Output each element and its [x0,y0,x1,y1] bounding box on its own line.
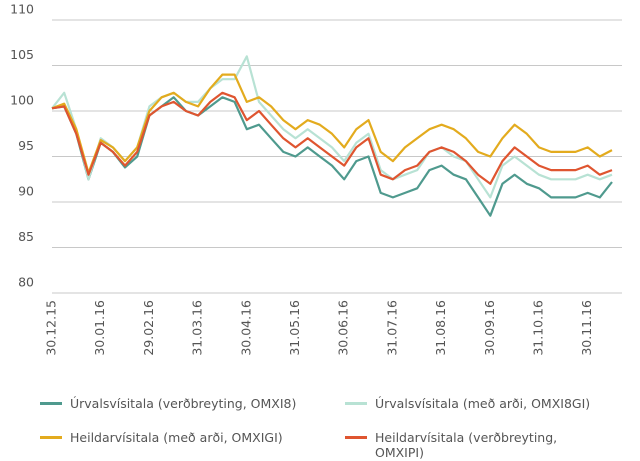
series-line [51,73,613,174]
x-tick-label: 31.07.16 [384,300,399,356]
y-tick-label: 80 [18,275,34,290]
legend-item: Heildarvísitala (með arði, OMXIGI) [40,430,283,445]
x-tick-label: 31.03.16 [190,300,205,356]
y-tick-label: 90 [18,184,34,199]
series-line [51,55,613,199]
x-tick-label: 30.12.15 [44,300,59,356]
legend-item: Úrvalsvísitala (með arði, OMXI8GI) [345,396,590,411]
legend-label: Heildarvísitala (verðbreyting, OMXIPI) [375,430,558,460]
x-tick-label: 31.05.16 [287,300,302,356]
x-tick-label: 30.09.16 [482,300,497,356]
legend-item: Úrvalsvísitala (verðbreyting, OMXI8) [40,396,296,411]
chart: 80 85 90 95 100 105 110 30.12.15 30.01.16 29.02.1… [10,2,622,356]
legend-label: Heildarvísitala (með arði, OMXIGI) [70,430,283,445]
y-tick-label: 100 [10,93,34,108]
y-tick-label: 105 [10,47,34,62]
legend-label: Úrvalsvísitala (með arði, OMXI8GI) [375,396,591,411]
x-tick-label: 30.06.16 [336,300,351,356]
legend-swatch [345,402,367,405]
x-tick-label: 31.10.16 [530,300,545,356]
x-tick-label: 30.11.16 [579,300,594,356]
legend-label: Úrvalsvísitala (verðbreyting, OMXI8) [70,396,297,411]
x-tick-label: 31.08.16 [433,300,448,356]
y-tick-label: 85 [18,229,34,244]
x-tick-label: 30.01.16 [92,300,107,356]
legend-item: Heildarvísitala (verðbreyting, OMXIPI) [345,430,580,460]
legend-swatch [345,436,367,439]
y-tick-label: 95 [18,138,34,153]
legend-swatch [40,436,62,439]
y-tick-label: 110 [10,2,34,17]
legend-swatch [40,402,62,405]
x-tick-label: 29.02.16 [141,300,156,356]
x-tick-label: 30.04.16 [238,300,253,356]
series-line [51,91,613,185]
